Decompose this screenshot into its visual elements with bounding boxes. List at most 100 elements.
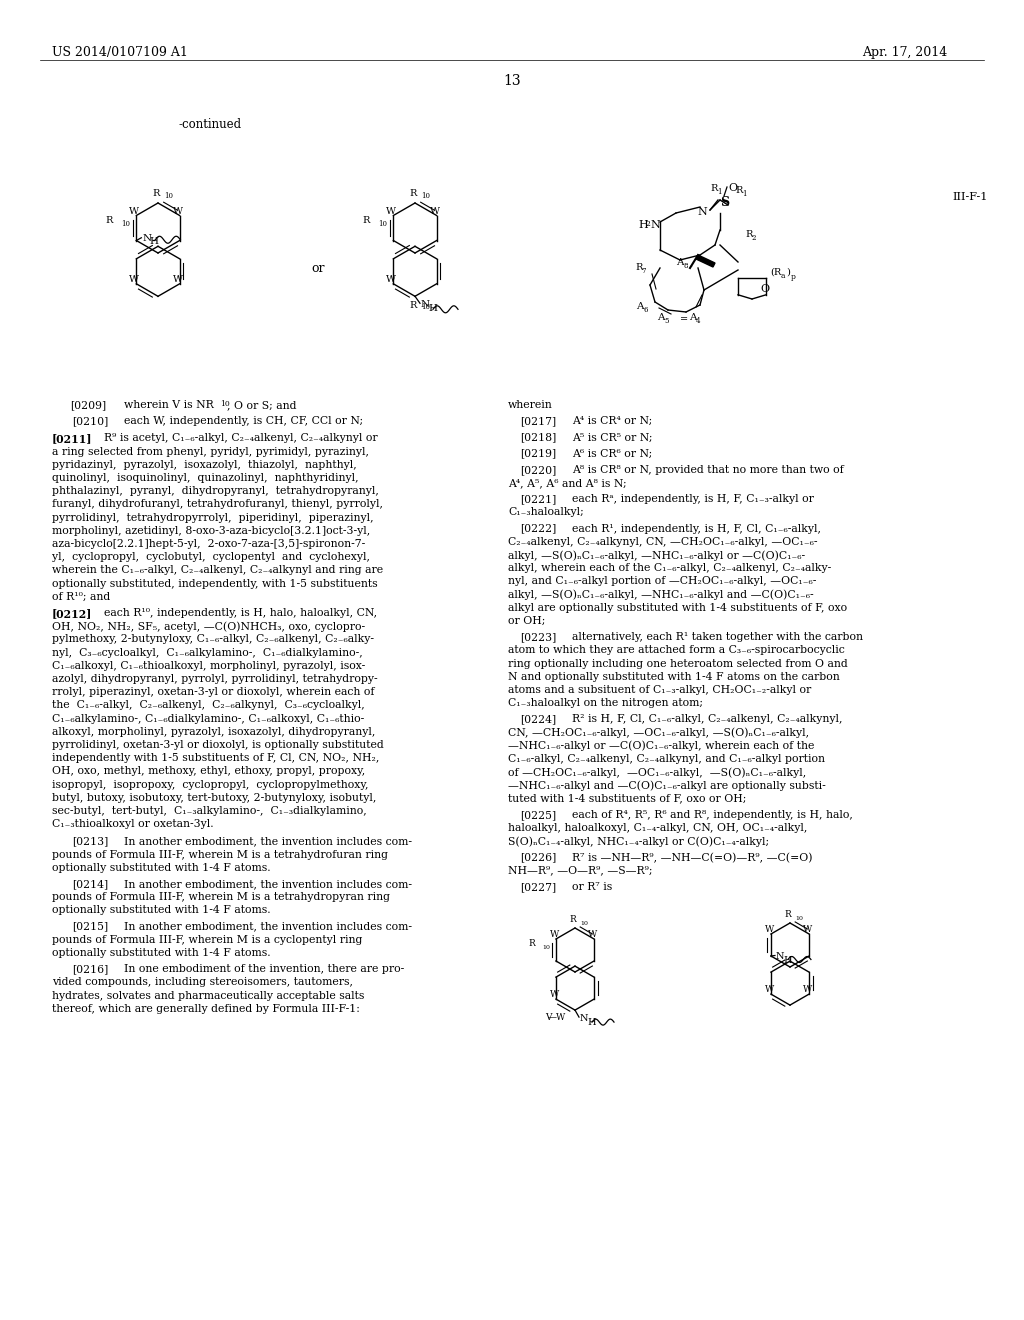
Text: OH, oxo, methyl, methoxy, ethyl, ethoxy, propyl, propoxy,: OH, oxo, methyl, methoxy, ethyl, ethoxy,… [52, 767, 366, 776]
Text: W: W [550, 931, 559, 939]
Text: R: R [635, 263, 642, 272]
Text: ): ) [786, 268, 790, 277]
Text: W: W [129, 206, 139, 215]
Text: —NHC₁₋₆-alkyl or —C(O)C₁₋₆-alkyl, wherein each of the: —NHC₁₋₆-alkyl or —C(O)C₁₋₆-alkyl, wherei… [508, 741, 814, 751]
Text: [0226]: [0226] [520, 853, 556, 862]
Text: C₂₋₄alkenyl, C₂₋₄alkynyl, CN, —CH₂OC₁₋₆-alkyl, —OC₁₋₆-: C₂₋₄alkenyl, C₂₋₄alkynyl, CN, —CH₂OC₁₋₆-… [508, 537, 817, 546]
Text: [0216]: [0216] [72, 964, 109, 974]
Text: In another embodiment, the invention includes com-: In another embodiment, the invention inc… [124, 837, 412, 846]
Text: H: H [150, 238, 159, 247]
Text: A: A [657, 313, 665, 322]
Text: pounds of Formula III-F, wherein M is a cyclopentyl ring: pounds of Formula III-F, wherein M is a … [52, 935, 362, 945]
Text: morpholinyl, azetidinyl, 8-oxo-3-aza-bicyclo[3.2.1]oct-3-yl,: morpholinyl, azetidinyl, 8-oxo-3-aza-bic… [52, 525, 371, 536]
Text: the  C₁₋₆-alkyl,  C₂₋₆alkenyl,  C₂₋₆alkynyl,  C₃₋₆cycloalkyl,: the C₁₋₆-alkyl, C₂₋₆alkenyl, C₂₋₆alkynyl… [52, 701, 365, 710]
Text: III-F-1: III-F-1 [952, 191, 987, 202]
Text: [0219]: [0219] [520, 449, 556, 458]
Text: 10: 10 [164, 191, 173, 201]
Text: A: A [676, 257, 683, 267]
Text: W: W [589, 931, 598, 939]
Text: 10: 10 [378, 220, 387, 228]
Text: 10: 10 [421, 304, 430, 312]
Text: A⁴ is CR⁴ or N;: A⁴ is CR⁴ or N; [572, 416, 652, 426]
Text: pylmethoxy, 2-butynyloxy, C₁₋₆-alkyl, C₂₋₆alkenyl, C₂₋₆alky-: pylmethoxy, 2-butynyloxy, C₁₋₆-alkyl, C₂… [52, 635, 374, 644]
Text: independently with 1-5 substituents of F, Cl, CN, NO₂, NH₂,: independently with 1-5 substituents of F… [52, 754, 379, 763]
Text: W: W [129, 275, 139, 284]
Text: R: R [153, 189, 160, 198]
Text: [0217]: [0217] [520, 416, 556, 426]
Text: pyrrolidinyl,  tetrahydropyrrolyl,  piperidinyl,  piperazinyl,: pyrrolidinyl, tetrahydropyrrolyl, piperi… [52, 512, 374, 523]
Text: H: H [638, 220, 648, 230]
Text: alkyl, —S(O)ₙC₁₋₆-alkyl, —NHC₁₋₆-alkyl or —C(O)C₁₋₆-: alkyl, —S(O)ₙC₁₋₆-alkyl, —NHC₁₋₆-alkyl o… [508, 550, 805, 561]
Text: In another embodiment, the invention includes com-: In another embodiment, the invention inc… [124, 921, 412, 932]
Text: hydrates, solvates and pharmaceutically acceptable salts: hydrates, solvates and pharmaceutically … [52, 990, 365, 1001]
Text: pounds of Formula III-F, wherein M is a tetrahydropyran ring: pounds of Formula III-F, wherein M is a … [52, 892, 390, 902]
Text: [0215]: [0215] [72, 921, 109, 932]
Text: furanyl, dihydrofuranyl, tetrahydrofuranyl, thienyl, pyrrolyl,: furanyl, dihydrofuranyl, tetrahydrofuran… [52, 499, 383, 510]
Text: 10: 10 [580, 921, 588, 927]
Text: —NHC₁₋₆-alkyl and —C(O)C₁₋₆-alkyl are optionally substi-: —NHC₁₋₆-alkyl and —C(O)C₁₋₆-alkyl are op… [508, 780, 825, 791]
Text: each Rᵃ, independently, is H, F, C₁₋₃-alkyl or: each Rᵃ, independently, is H, F, C₁₋₃-al… [572, 494, 814, 504]
Text: N: N [697, 207, 707, 216]
Text: NH—R⁹, —O—R⁹, —S—R⁹;: NH—R⁹, —O—R⁹, —S—R⁹; [508, 866, 652, 875]
Text: 13: 13 [503, 74, 521, 88]
Text: 7: 7 [641, 267, 645, 275]
Text: A: A [689, 313, 696, 322]
Text: —W: —W [548, 1014, 566, 1022]
Text: W: W [804, 985, 813, 994]
Text: rrolyl, piperazinyl, oxetan-3-yl or dioxolyl, wherein each of: rrolyl, piperazinyl, oxetan-3-yl or diox… [52, 688, 375, 697]
Text: alkyl, —S(O)ₙC₁₋₆-alkyl, —NHC₁₋₆-alkyl and —C(O)C₁₋₆-: alkyl, —S(O)ₙC₁₋₆-alkyl, —NHC₁₋₆-alkyl a… [508, 590, 814, 601]
Text: 1: 1 [717, 187, 722, 195]
Text: C₁₋₃haloalkyl on the nitrogen atom;: C₁₋₃haloalkyl on the nitrogen atom; [508, 698, 703, 709]
Text: C₁₋₆alkylamino-, C₁₋₆dialkylamino-, C₁₋₆alkoxyl, C₁₋₆thio-: C₁₋₆alkylamino-, C₁₋₆dialkylamino-, C₁₋₆… [52, 714, 365, 723]
Text: [0225]: [0225] [520, 809, 556, 820]
Text: 8: 8 [683, 261, 687, 271]
Text: atoms and a subsituent of C₁₋₃-alkyl, CH₂OC₁₋₂-alkyl or: atoms and a subsituent of C₁₋₃-alkyl, CH… [508, 685, 811, 696]
Text: [0220]: [0220] [520, 465, 556, 475]
Polygon shape [696, 255, 715, 267]
Text: R: R [362, 216, 370, 224]
Text: N: N [580, 1014, 589, 1023]
Text: azolyl, dihydropyranyl, pyrrolyl, pyrrolidinyl, tetrahydropy-: azolyl, dihydropyranyl, pyrrolyl, pyrrol… [52, 675, 378, 684]
Text: W: W [765, 985, 774, 994]
Text: A: A [636, 302, 643, 312]
Text: , O or S; and: , O or S; and [227, 400, 297, 411]
Text: 2: 2 [645, 220, 650, 228]
Text: H: H [587, 1018, 596, 1027]
Text: R² is H, F, Cl, C₁₋₆-alkyl, C₂₋₄alkenyl, C₂₋₄alkynyl,: R² is H, F, Cl, C₁₋₆-alkyl, C₂₋₄alkenyl,… [572, 714, 843, 725]
Text: phthalazinyl,  pyranyl,  dihydropyranyl,  tetrahydropyranyl,: phthalazinyl, pyranyl, dihydropyranyl, t… [52, 486, 379, 496]
Text: sec-butyl,  tert-butyl,  C₁₋₃alkylamino-,  C₁₋₃dialkylamino,: sec-butyl, tert-butyl, C₁₋₃alkylamino-, … [52, 807, 367, 816]
Text: N: N [776, 952, 784, 961]
Text: 10: 10 [542, 945, 550, 950]
Text: 10: 10 [421, 191, 430, 201]
Text: A⁵ is CR⁵ or N;: A⁵ is CR⁵ or N; [572, 433, 652, 442]
Text: [0212]: [0212] [52, 609, 92, 619]
Text: thereof, which are generally defined by Formula III-F-1:: thereof, which are generally defined by … [52, 1003, 359, 1014]
Text: or R⁷ is: or R⁷ is [572, 882, 612, 892]
Text: [0218]: [0218] [520, 433, 556, 442]
Text: N and optionally substituted with 1-4 F atoms on the carbon: N and optionally substituted with 1-4 F … [508, 672, 840, 682]
Text: 2: 2 [752, 234, 757, 242]
Text: pounds of Formula III-F, wherein M is a tetrahydrofuran ring: pounds of Formula III-F, wherein M is a … [52, 850, 388, 859]
Text: R: R [735, 186, 742, 195]
Text: [0224]: [0224] [520, 714, 556, 725]
Text: W: W [765, 925, 774, 935]
Text: or OH;: or OH; [508, 616, 546, 626]
Text: R: R [710, 183, 718, 193]
Text: 10: 10 [220, 400, 229, 408]
Text: [0210]: [0210] [72, 416, 109, 426]
Text: C₁₋₆alkoxyl, C₁₋₆thioalkoxyl, morpholinyl, pyrazolyl, isox-: C₁₋₆alkoxyl, C₁₋₆thioalkoxyl, morpholiny… [52, 661, 366, 671]
Text: vided compounds, including stereoisomers, tautomers,: vided compounds, including stereoisomers… [52, 977, 353, 987]
Text: H: H [428, 304, 437, 313]
Text: yl,  cyclopropyl,  cyclobutyl,  cyclopentyl  and  cyclohexyl,: yl, cyclopropyl, cyclobutyl, cyclopentyl… [52, 552, 370, 562]
Text: nyl,  C₃₋₆cycloalkyl,  C₁₋₆alkylamino-,  C₁₋₆dialkylamino-,: nyl, C₃₋₆cycloalkyl, C₁₋₆alkylamino-, C₁… [52, 648, 362, 657]
Text: optionally substituted, independently, with 1-5 substituents: optionally substituted, independently, w… [52, 578, 378, 589]
Text: [0214]: [0214] [72, 879, 109, 888]
Text: R: R [528, 939, 535, 948]
Text: R: R [745, 230, 753, 239]
Text: C₁₋₃haloalkyl;: C₁₋₃haloalkyl; [508, 507, 584, 517]
Text: A⁶ is CR⁶ or N;: A⁶ is CR⁶ or N; [572, 449, 652, 458]
Text: butyl, butoxy, isobutoxy, tert-butoxy, 2-butynyloxy, isobutyl,: butyl, butoxy, isobutoxy, tert-butoxy, 2… [52, 793, 377, 803]
Text: R: R [784, 909, 792, 919]
Text: optionally substituted with 1-4 F atoms.: optionally substituted with 1-4 F atoms. [52, 863, 270, 873]
Text: =: = [680, 315, 688, 323]
